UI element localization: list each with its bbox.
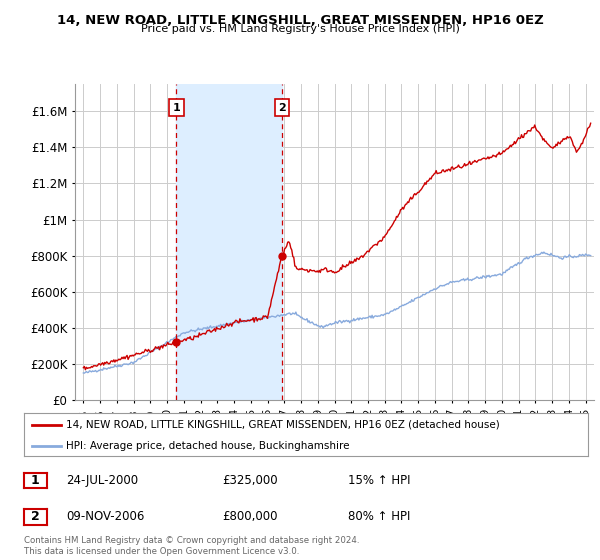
Text: 2: 2 [278, 102, 286, 113]
Text: 1: 1 [31, 474, 40, 487]
Text: Contains HM Land Registry data © Crown copyright and database right 2024.
This d: Contains HM Land Registry data © Crown c… [24, 536, 359, 556]
Text: 2: 2 [31, 510, 40, 524]
Text: £800,000: £800,000 [222, 510, 277, 524]
Text: HPI: Average price, detached house, Buckinghamshire: HPI: Average price, detached house, Buck… [66, 441, 350, 451]
Text: Price paid vs. HM Land Registry's House Price Index (HPI): Price paid vs. HM Land Registry's House … [140, 24, 460, 34]
Text: 15% ↑ HPI: 15% ↑ HPI [348, 474, 410, 487]
Text: 14, NEW ROAD, LITTLE KINGSHILL, GREAT MISSENDEN, HP16 0EZ (detached house): 14, NEW ROAD, LITTLE KINGSHILL, GREAT MI… [66, 419, 500, 430]
Text: 24-JUL-2000: 24-JUL-2000 [66, 474, 138, 487]
Text: £325,000: £325,000 [222, 474, 278, 487]
Text: 1: 1 [173, 102, 181, 113]
Text: 14, NEW ROAD, LITTLE KINGSHILL, GREAT MISSENDEN, HP16 0EZ: 14, NEW ROAD, LITTLE KINGSHILL, GREAT MI… [56, 14, 544, 27]
Text: 80% ↑ HPI: 80% ↑ HPI [348, 510, 410, 524]
Bar [176, 84, 282, 400]
Text: 09-NOV-2006: 09-NOV-2006 [66, 510, 145, 524]
